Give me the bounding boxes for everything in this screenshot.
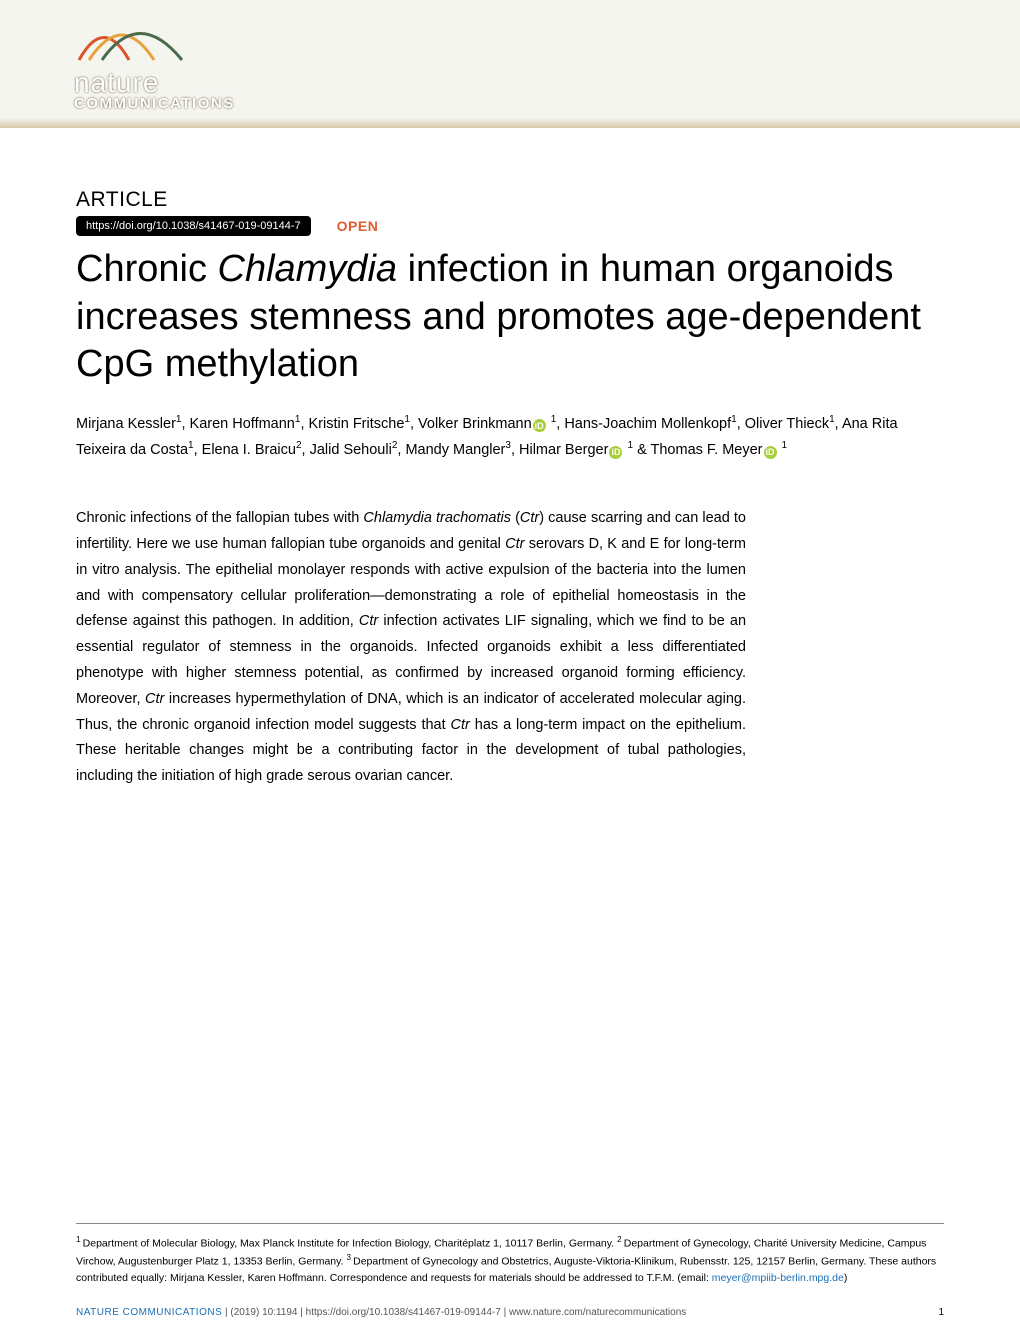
affil-sup: 1 xyxy=(731,414,737,425)
footer-citation: (2019) 10:1194 | https://doi.org/10.1038… xyxy=(230,1307,686,1318)
affil-text: Department of Molecular Biology, Max Pla… xyxy=(83,1238,617,1250)
page-footer: NATURE COMMUNICATIONS | (2019) 10:1194 |… xyxy=(76,1307,944,1318)
article-title: Chronic Chlamydia infection in human org… xyxy=(76,246,944,389)
doi-link[interactable]: https://doi.org/10.1038/s41467-019-09144… xyxy=(76,216,311,236)
abstract-italic: Ctr xyxy=(520,510,539,526)
open-access-badge: OPEN xyxy=(337,218,379,234)
author: Elena I. Braicu xyxy=(202,442,296,458)
affil-num: 2 xyxy=(617,1235,624,1244)
affil-sup: 1 xyxy=(551,414,557,425)
abstract-italic: Ctr xyxy=(145,691,164,707)
author: Oliver Thieck xyxy=(745,416,829,432)
author: Kristin Fritsche xyxy=(309,416,405,432)
author: Volker Brinkmann xyxy=(418,416,532,432)
affil-sup: 1 xyxy=(404,414,410,425)
article-type-label: ARTICLE xyxy=(76,188,944,212)
logo-swoosh-icon xyxy=(74,10,194,70)
abstract-italic: Chlamydia trachomatis xyxy=(363,510,511,526)
orcid-icon[interactable]: iD xyxy=(764,446,777,459)
affil-text: Department of Gynecology and Obstetrics,… xyxy=(353,1255,869,1267)
orcid-icon[interactable]: iD xyxy=(609,446,622,459)
abstract-text: Chronic infections of the fallopian tube… xyxy=(76,510,363,526)
affil-sup: 1 xyxy=(295,414,301,425)
journal-header-band: nature COMMUNICATIONS xyxy=(0,0,1020,128)
author: Mandy Mangler xyxy=(405,442,505,458)
abstract: Chronic infections of the fallopian tube… xyxy=(76,506,746,790)
author-list: Mirjana Kessler1, Karen Hoffmann1, Krist… xyxy=(76,411,944,465)
author: Jalid Sehouli xyxy=(310,442,392,458)
author: Thomas F. Meyer xyxy=(651,442,763,458)
logo-text-communications: COMMUNICATIONS xyxy=(74,95,235,112)
affil-num: 1 xyxy=(76,1235,83,1244)
title-pre: Chronic xyxy=(76,248,218,290)
affiliations: 1 Department of Molecular Biology, Max P… xyxy=(76,1223,944,1286)
author: Karen Hoffmann xyxy=(190,416,295,432)
corr-email-link[interactable]: meyer@mpiib-berlin.mpg.de xyxy=(712,1272,844,1284)
affil-sup: 1 xyxy=(188,440,194,451)
affil-sup: 3 xyxy=(505,440,511,451)
author: Hans-Joachim Mollenkopf xyxy=(564,416,731,432)
author: Hilmar Berger xyxy=(519,442,608,458)
article-content: ARTICLE https://doi.org/10.1038/s41467-0… xyxy=(0,128,1020,790)
affil-sup: 1 xyxy=(782,440,788,451)
affil-sup: 2 xyxy=(392,440,398,451)
affil-sup: 2 xyxy=(296,440,302,451)
abstract-italic: Ctr xyxy=(505,536,524,552)
affil-sup: 1 xyxy=(176,414,182,425)
abstract-italic: Ctr xyxy=(359,613,378,629)
affil-text: ) xyxy=(844,1272,848,1284)
affil-sup: 1 xyxy=(829,414,835,425)
abstract-text: ( xyxy=(511,510,520,526)
doi-row: https://doi.org/10.1038/s41467-019-09144… xyxy=(76,216,944,236)
title-italic: Chlamydia xyxy=(218,248,398,290)
abstract-italic: Ctr xyxy=(451,717,470,733)
correspondence: Correspondence and requests for material… xyxy=(330,1272,712,1284)
orcid-icon[interactable]: iD xyxy=(533,419,546,432)
footer-journal: NATURE COMMUNICATIONS xyxy=(76,1307,222,1318)
page-number: 1 xyxy=(938,1307,944,1318)
journal-logo: nature COMMUNICATIONS xyxy=(74,10,235,112)
affil-sup: 1 xyxy=(627,440,633,451)
author: Mirjana Kessler xyxy=(76,416,176,432)
